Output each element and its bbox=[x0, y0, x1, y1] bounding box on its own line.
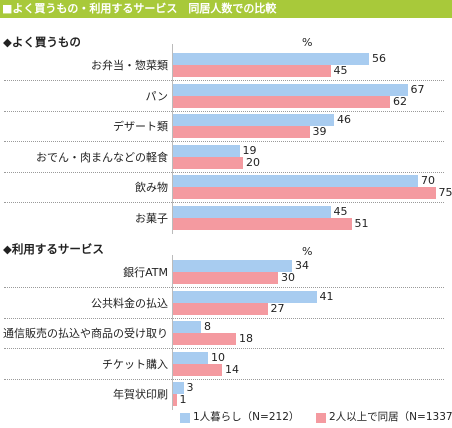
bar-single bbox=[173, 321, 201, 333]
bar-single bbox=[173, 53, 369, 65]
bar-multi bbox=[173, 302, 268, 315]
unit-label: % bbox=[302, 245, 313, 258]
legend-swatch-multi bbox=[316, 413, 326, 423]
data-label: 41 bbox=[319, 289, 334, 303]
value-axis bbox=[172, 44, 173, 234]
bar-single bbox=[173, 83, 408, 96]
data-label: 30 bbox=[281, 271, 295, 284]
legend-swatch-single bbox=[180, 413, 190, 423]
data-label: 1 bbox=[179, 393, 187, 406]
data-label: 18 bbox=[239, 332, 253, 345]
category-label: 公共料金の払込 bbox=[91, 296, 168, 310]
section-title: ◆利用するサービス bbox=[3, 242, 104, 256]
data-label: 67 bbox=[410, 82, 425, 96]
data-label: 8 bbox=[204, 320, 211, 333]
bar-multi bbox=[173, 217, 352, 230]
data-label: 14 bbox=[225, 362, 239, 376]
data-label: 70 bbox=[421, 174, 435, 187]
category-label: 銀行ATM bbox=[123, 266, 168, 279]
bar-multi bbox=[173, 333, 236, 345]
row-separator bbox=[4, 110, 444, 112]
bar-multi bbox=[173, 126, 310, 138]
row-separator bbox=[4, 141, 444, 142]
row-separator bbox=[4, 80, 444, 81]
category-label: デザート類 bbox=[113, 120, 168, 133]
data-label: 19 bbox=[242, 143, 257, 157]
legend-label: 1人暮らし（N=212） bbox=[193, 411, 300, 423]
data-label: 39 bbox=[312, 125, 327, 138]
category-label: おでん・肉まんなどの軽食 bbox=[36, 150, 168, 164]
bar-single bbox=[173, 205, 331, 218]
bar-single bbox=[173, 144, 240, 157]
bar-multi bbox=[173, 394, 177, 406]
bar-single bbox=[173, 290, 317, 303]
bar-single bbox=[173, 351, 208, 364]
row-separator bbox=[4, 378, 444, 380]
data-label: 62 bbox=[393, 94, 407, 108]
data-label: 20 bbox=[246, 155, 260, 169]
category-label: 通信販売の払込や商品の受け取り bbox=[3, 327, 168, 340]
category-label: お菓子 bbox=[135, 211, 168, 225]
category-label: 飲み物 bbox=[135, 181, 168, 194]
category-label: お弁当・惣菜類 bbox=[91, 59, 168, 72]
bar-single bbox=[173, 175, 418, 187]
row-separator bbox=[4, 202, 444, 203]
row-separator bbox=[4, 348, 444, 349]
category-label: 年賀状印刷 bbox=[113, 388, 168, 401]
data-label: 51 bbox=[354, 216, 369, 230]
bar-multi bbox=[173, 65, 331, 77]
data-label: 45 bbox=[333, 204, 348, 218]
bar-multi bbox=[173, 156, 243, 169]
data-label: 56 bbox=[372, 52, 386, 65]
legend-label: 2人以上で同居（N=1337） bbox=[329, 411, 452, 423]
row-separator bbox=[4, 287, 444, 288]
bar-multi bbox=[173, 95, 390, 108]
data-label: 3 bbox=[186, 381, 194, 394]
bar-single bbox=[173, 114, 334, 126]
unit-label: % bbox=[302, 36, 313, 49]
data-label: 46 bbox=[337, 113, 351, 126]
bar-single bbox=[173, 382, 184, 394]
page-title: ■よく買うもの・利用するサービス 同居人数での比較 bbox=[0, 0, 452, 18]
row-separator bbox=[4, 171, 444, 173]
data-label: 45 bbox=[333, 64, 348, 77]
value-axis bbox=[172, 255, 173, 410]
section-title: ◆よく買うもの bbox=[3, 35, 81, 49]
data-label: 34 bbox=[295, 259, 309, 272]
row-separator bbox=[4, 317, 444, 319]
data-label: 10 bbox=[211, 350, 225, 364]
bar-single bbox=[173, 260, 292, 272]
bar-multi bbox=[173, 363, 222, 376]
category-label: チケット購入 bbox=[102, 357, 168, 371]
data-label: 27 bbox=[270, 301, 285, 315]
bar-multi bbox=[173, 272, 278, 284]
bar-multi bbox=[173, 187, 436, 199]
category-label: パン bbox=[145, 89, 168, 103]
data-label: 75 bbox=[438, 186, 452, 199]
